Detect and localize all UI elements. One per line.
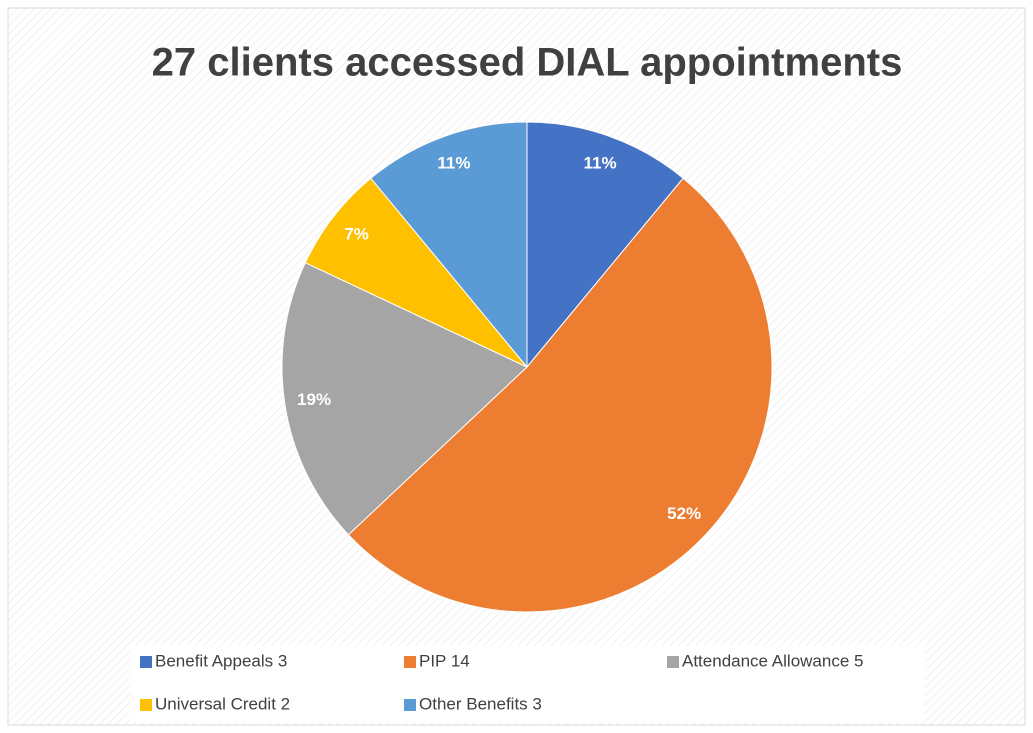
data-label: 7%: [344, 224, 369, 243]
pie-slice: [370, 121, 528, 369]
legend-box: [130, 646, 925, 722]
legend-swatch: [140, 699, 152, 711]
pie-slice: [347, 177, 773, 613]
pie-slice: [281, 262, 528, 536]
data-label: 11%: [583, 154, 616, 173]
legend-label: Universal Credit 2: [155, 694, 290, 713]
pie-slice: [526, 121, 684, 369]
legend-label: Benefit Appeals 3: [155, 651, 287, 670]
data-label: 19%: [297, 390, 331, 409]
legend-label: PIP 14: [419, 651, 470, 670]
legend-swatch: [140, 656, 152, 668]
data-label: 52%: [667, 504, 701, 523]
pie-slice: [304, 177, 528, 368]
chart-title: 27 clients accessed DIAL appointments: [152, 41, 903, 85]
legend-swatch: [667, 656, 679, 668]
data-label: 11%: [437, 154, 470, 173]
legend-label: Other Benefits 3: [419, 694, 542, 713]
legend-label: Attendance Allowance 5: [682, 651, 863, 670]
legend-swatch: [404, 699, 416, 711]
legend-swatch: [404, 656, 416, 668]
